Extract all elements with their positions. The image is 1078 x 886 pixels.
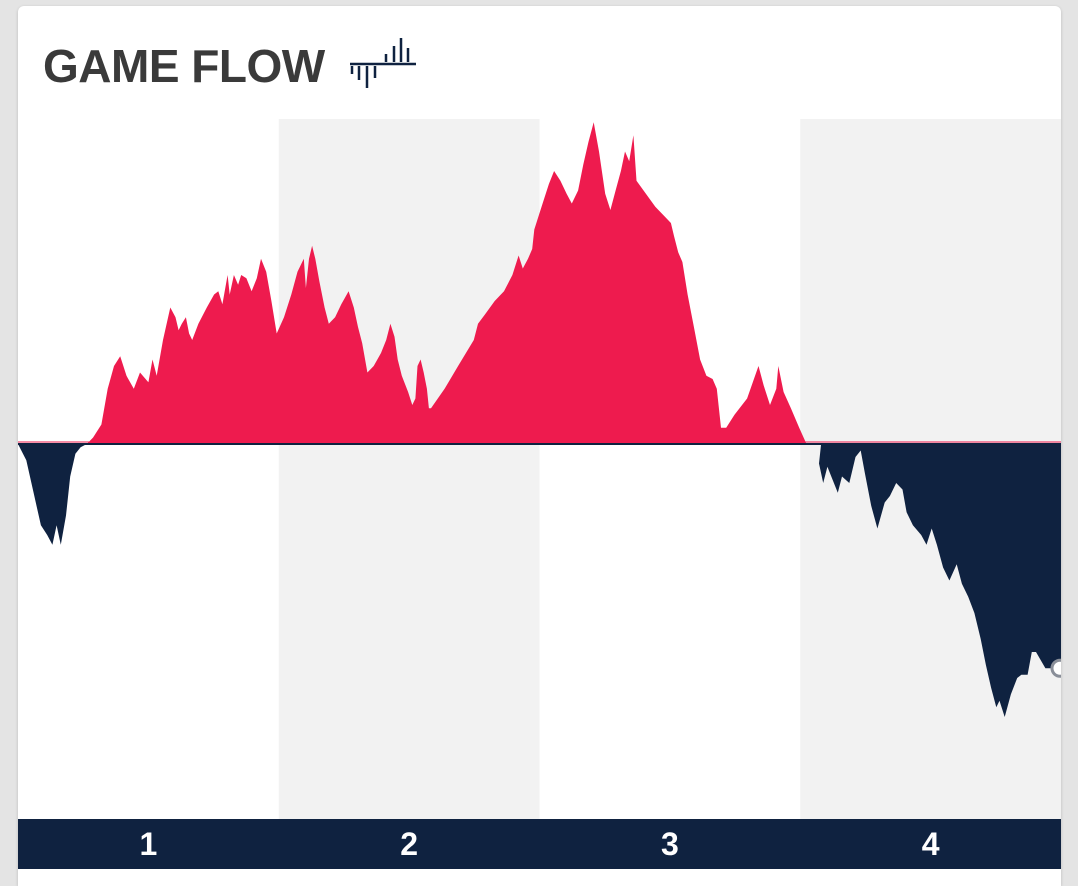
period-labels: 1 2 3 4 xyxy=(139,826,939,862)
game-flow-icon xyxy=(350,38,416,88)
game-flow-card: GAME FLOW 1 2 3 4 xyxy=(18,6,1061,886)
game-flow-chart: 1 2 3 4 xyxy=(18,119,1061,869)
card-header: GAME FLOW xyxy=(18,6,1061,119)
period-label-2: 2 xyxy=(400,826,418,862)
lead-area-positive xyxy=(18,122,1061,445)
period-label-4: 4 xyxy=(922,826,940,862)
period-band-2 xyxy=(278,119,540,819)
lead-area-negative xyxy=(18,444,1061,717)
period-label-3: 3 xyxy=(661,826,679,862)
card-title: GAME FLOW xyxy=(43,40,325,92)
period-bar xyxy=(18,819,1061,869)
current-time-marker xyxy=(1050,658,1061,678)
period-label-1: 1 xyxy=(139,826,157,862)
